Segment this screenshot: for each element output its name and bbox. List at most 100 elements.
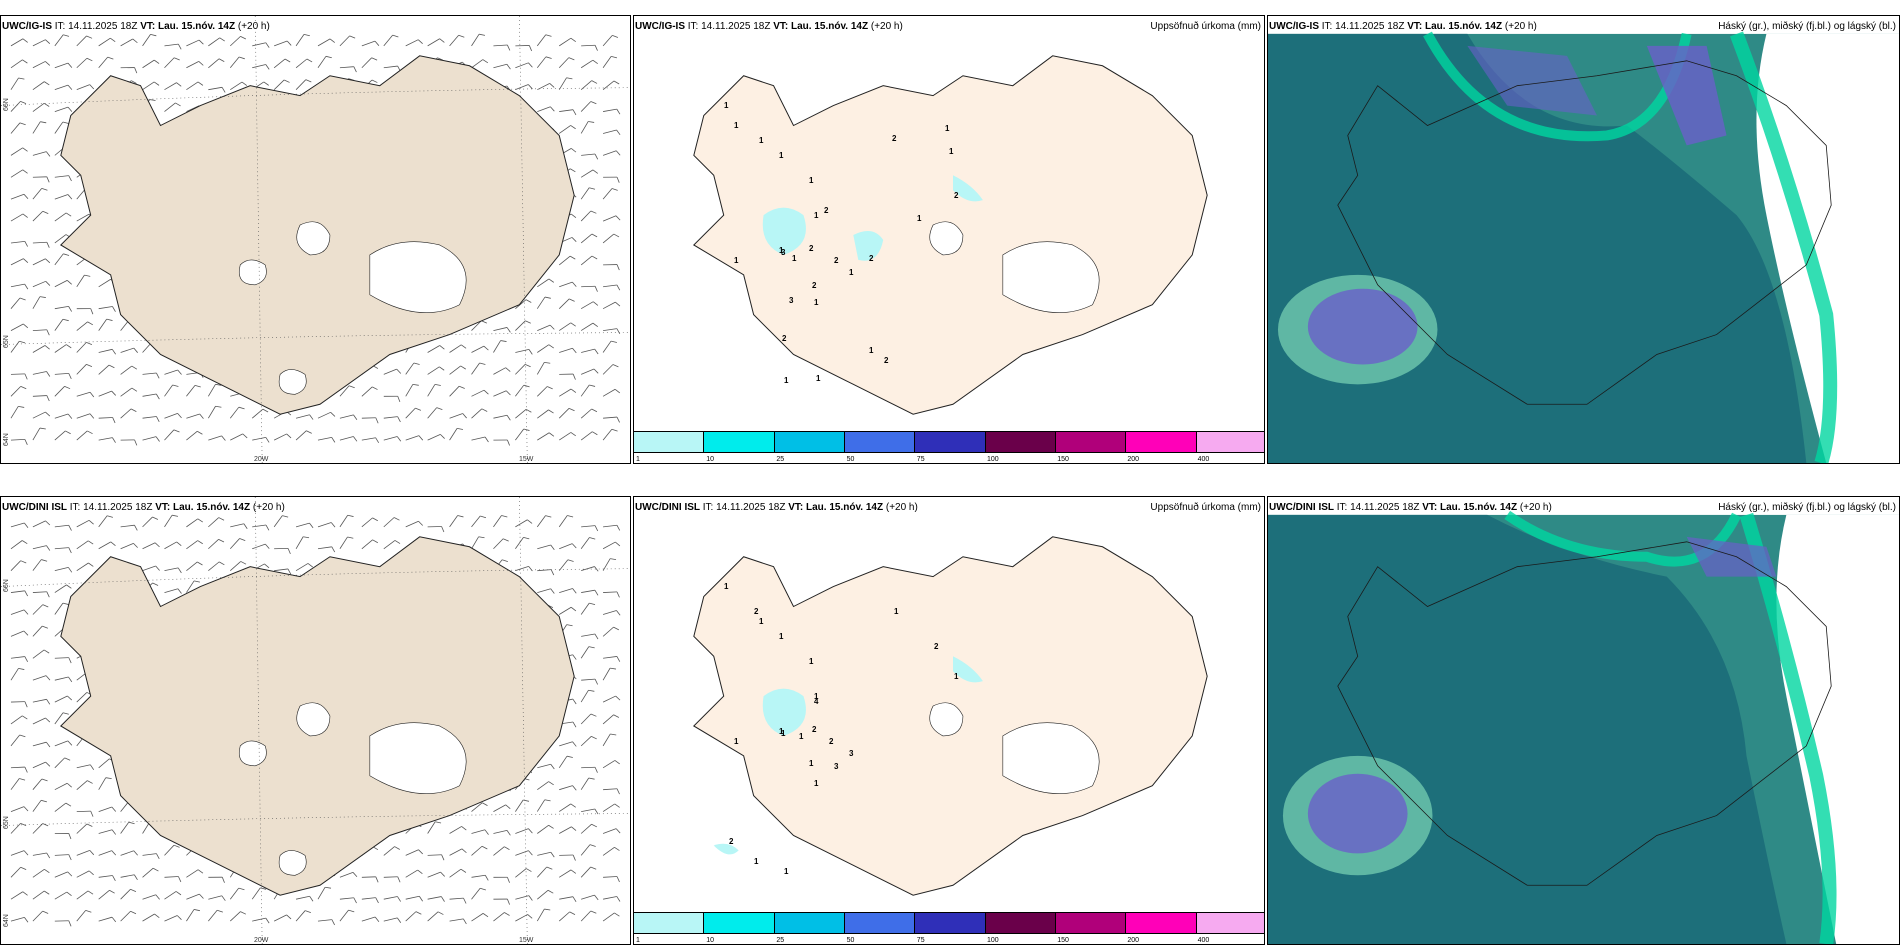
wind-barb-flag: [221, 87, 226, 93]
wind-barb: [580, 187, 590, 200]
wind-barb: [32, 411, 46, 419]
glacier: [278, 369, 307, 395]
wind-barb-flag: [325, 55, 332, 59]
wind-barb-flag: [89, 413, 95, 419]
precip-value: 1: [734, 737, 739, 746]
wind-barb-flag: [177, 413, 182, 419]
wind-barb-flag: [434, 384, 441, 386]
wind-barb: [164, 915, 178, 922]
wind-barb-flag: [24, 439, 28, 445]
wind-barb: [471, 408, 483, 419]
wind-barb-flag: [545, 34, 552, 37]
wind-barb-flag: [615, 541, 621, 547]
wind-barb-flag: [570, 37, 576, 42]
wind-barb-flag: [570, 606, 577, 612]
wind-barb-flag: [504, 846, 510, 851]
wind-barb: [339, 66, 354, 69]
wind-barb: [208, 910, 218, 922]
wind-barb-flag: [594, 286, 598, 292]
colorbar-swatch: [985, 913, 1056, 933]
cloud-map: [1268, 31, 1899, 463]
wind-barb: [449, 365, 461, 375]
panel-title: UWC/IG-IS IT: 14.11.2025 18Z VT: Lau. 15…: [2, 21, 270, 32]
wind-barb-flag: [265, 917, 270, 924]
wind-barb-flag: [572, 698, 577, 705]
wind-barb-flag: [46, 852, 51, 859]
wind-barb: [32, 649, 45, 659]
glacier: [296, 221, 331, 256]
wind-barb-flag: [175, 891, 182, 896]
wind-barb-flag: [616, 416, 620, 423]
wind-barb: [76, 764, 91, 769]
wind-barb-flag: [46, 741, 51, 748]
wind-barb-flag: [68, 373, 72, 379]
wind-barb: [515, 828, 529, 834]
wind-barb-flag: [265, 64, 270, 70]
wind-barb-flag: [610, 558, 617, 560]
precip-value: 1: [784, 867, 789, 876]
wind-barb-flag: [265, 524, 270, 531]
wind-barb-flag: [86, 57, 93, 62]
wind-barb-flag: [506, 64, 511, 70]
wind-barb-flag: [371, 57, 378, 61]
wind-barb: [580, 169, 594, 178]
wind-barb-flag: [589, 537, 596, 540]
wind-barb-flag: [19, 340, 26, 344]
wind-barb-flag: [46, 371, 51, 377]
wind-barb-flag: [63, 253, 70, 256]
wind-barb-flag: [62, 602, 69, 605]
wind-barb: [76, 910, 86, 922]
wind-barb-flag: [68, 657, 72, 664]
wind-barb-flag: [375, 897, 379, 904]
wind-barb: [142, 867, 154, 878]
wind-barb-flag: [24, 283, 29, 290]
wind-barb: [164, 891, 177, 900]
wind-barb: [208, 435, 222, 441]
wind-barb-flag: [415, 407, 422, 411]
wind-barb-flag: [18, 77, 25, 80]
wind-barb: [120, 821, 130, 834]
wind-barb: [54, 194, 69, 200]
it-value: 14.11.2025 18Z: [701, 21, 771, 32]
wind-barb: [559, 37, 572, 47]
wind-barb: [602, 215, 617, 222]
wind-barb: [32, 823, 43, 834]
wind-barb: [602, 626, 614, 637]
vt-value: Lau. 15.nóv. 14Z: [791, 21, 869, 32]
wind-barb: [230, 433, 243, 441]
wind-barb: [427, 854, 442, 856]
wind-barb-flag: [616, 108, 621, 115]
wind-barb-flag: [439, 38, 445, 43]
wind-barb: [537, 569, 552, 572]
wind-barb-flag: [41, 188, 48, 191]
wind-barb-flag: [613, 80, 620, 85]
wind-barb-flag: [570, 125, 576, 130]
wind-barb-flag: [309, 896, 314, 902]
wind-barb-flag: [264, 563, 270, 569]
wind-barb-flag: [67, 84, 73, 90]
wind-barb: [449, 918, 464, 922]
glacier: [1002, 241, 1100, 313]
wind-barb: [602, 714, 614, 725]
wind-barb-flag: [330, 522, 336, 528]
precip-value: 1: [809, 657, 814, 666]
wind-barb-flag: [331, 437, 336, 443]
precip-area: [762, 207, 806, 255]
wind-barb: [603, 284, 617, 288]
wind-barb: [603, 591, 618, 593]
wind-barb-flag: [198, 39, 204, 45]
wind-barb: [32, 427, 41, 441]
wind-barb-flag: [588, 777, 595, 780]
wind-barb: [164, 876, 179, 878]
wind-barb-flag: [594, 566, 599, 572]
wind-barb-flag: [572, 373, 576, 380]
vt-value: Lau. 15.nóv. 14Z: [158, 21, 236, 32]
wind-barb-flag: [133, 543, 138, 548]
wind-barb: [537, 763, 551, 769]
wind-barb-flag: [172, 514, 179, 517]
wind-barb: [602, 340, 612, 353]
wind-barb-flag: [547, 889, 554, 894]
wind-barb: [32, 345, 46, 353]
precip-value: 2: [812, 725, 817, 734]
wind-barb: [120, 874, 135, 878]
